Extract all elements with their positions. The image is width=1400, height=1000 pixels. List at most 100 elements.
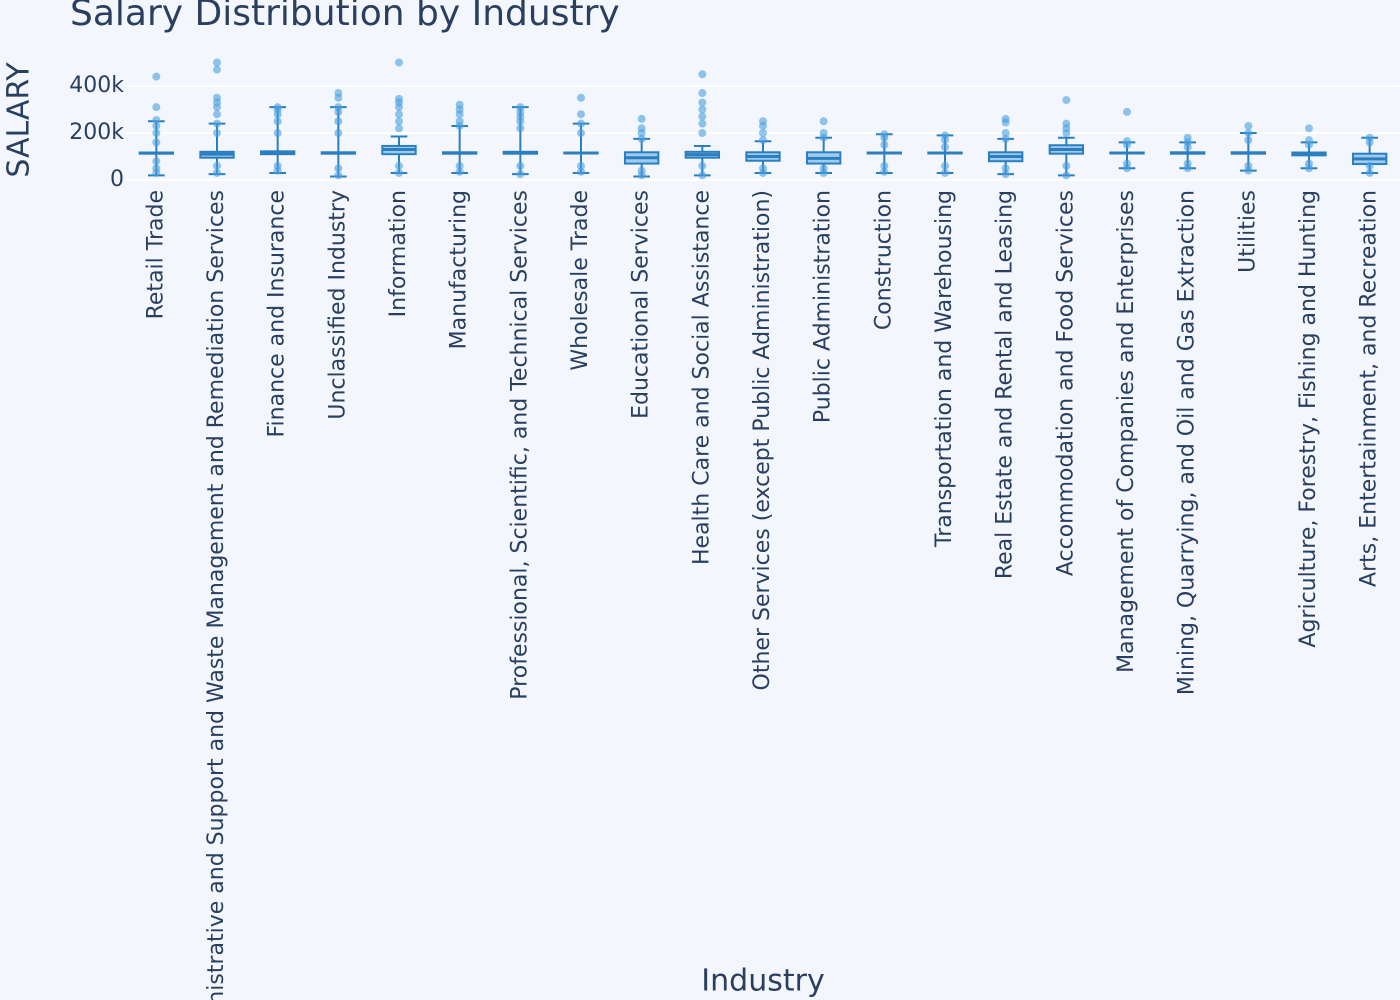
x-tick-label: Agriculture, Forestry, Fishing and Hunti…: [1296, 190, 1321, 648]
point: [1001, 118, 1010, 127]
point: [577, 110, 585, 119]
point: [759, 168, 767, 177]
point: [1305, 124, 1313, 133]
point: [698, 161, 707, 170]
x-tick-label: Unclassified Industry: [325, 190, 350, 420]
point: [1062, 161, 1071, 170]
point: [395, 124, 403, 133]
point: [1001, 129, 1010, 138]
point: [395, 117, 403, 126]
x-tick-label: Utilities: [1235, 190, 1260, 273]
point: [819, 117, 828, 126]
point: [941, 161, 949, 170]
point: [1244, 136, 1253, 145]
point: [213, 58, 221, 67]
point: [880, 133, 889, 142]
y-tick-label: 200k: [69, 120, 124, 145]
point: [213, 103, 221, 112]
point: [880, 167, 889, 176]
point: [1183, 164, 1192, 173]
y-tick-label: 400k: [69, 73, 124, 98]
point: [213, 65, 221, 74]
point: [395, 58, 403, 67]
x-tick-label: Educational Services: [629, 190, 654, 419]
x-tick-label: Real Estate and Rental and Leasing: [993, 190, 1018, 579]
point: [637, 114, 646, 123]
x-axis-title: Industry: [701, 964, 824, 999]
point: [1001, 170, 1010, 179]
point: [273, 117, 282, 126]
point: [213, 161, 221, 170]
point: [577, 129, 585, 138]
point: [152, 121, 161, 130]
point: [577, 119, 585, 128]
point: [334, 117, 343, 126]
x-tick-label: Transportation and Warehousing: [932, 190, 957, 548]
point: [516, 170, 525, 179]
x-tick-label: Management of Companies and Enterprises: [1114, 190, 1139, 673]
point: [577, 93, 585, 102]
point: [1365, 168, 1374, 177]
point: [759, 129, 767, 138]
point: [698, 119, 707, 128]
point: [698, 129, 707, 138]
x-tick-label: Retail Trade: [143, 190, 168, 319]
point: [1365, 138, 1374, 147]
point: [152, 129, 161, 138]
point: [941, 143, 949, 152]
point: [577, 167, 585, 176]
x-tick-label: Wholesale Trade: [568, 190, 593, 371]
point: [395, 168, 403, 177]
point: [455, 121, 464, 130]
x-tick-label: Health Care and Social Assistance: [689, 190, 714, 565]
point: [1123, 164, 1131, 173]
point: [1062, 96, 1071, 105]
point: [1244, 129, 1253, 138]
point: [1001, 164, 1010, 173]
point: [395, 110, 403, 119]
point: [637, 134, 646, 143]
point: [941, 136, 949, 145]
x-tick-label: Manufacturing: [447, 190, 472, 349]
point: [819, 168, 828, 177]
point: [273, 129, 282, 138]
point: [334, 93, 343, 102]
point: [395, 161, 403, 170]
point: [577, 161, 585, 170]
point: [941, 168, 949, 177]
y-axis-title: SALARY: [2, 62, 37, 178]
point: [455, 167, 464, 176]
x-tick-label: Public Administration: [811, 190, 836, 423]
point: [1123, 107, 1131, 116]
point: [880, 140, 889, 149]
point: [152, 72, 161, 81]
point: [334, 107, 343, 116]
point: [334, 129, 343, 138]
point: [273, 166, 282, 175]
point: [698, 70, 707, 79]
x-tick-label: Mining, Quarrying, and Oil and Gas Extra…: [1175, 190, 1200, 695]
point: [1305, 140, 1313, 149]
point: [759, 136, 767, 145]
point: [152, 168, 161, 177]
point: [516, 117, 525, 126]
point: [334, 171, 343, 180]
point: [698, 89, 707, 98]
point: [213, 168, 221, 177]
x-tick-label: Information: [386, 190, 411, 317]
point: [1365, 161, 1374, 170]
point: [152, 138, 161, 147]
point: [1062, 129, 1071, 138]
point: [698, 112, 707, 121]
point: [152, 116, 161, 125]
point: [698, 171, 707, 180]
x-tick-label: Other Services (except Public Administra…: [750, 190, 775, 690]
point: [152, 157, 161, 166]
point: [152, 103, 161, 112]
x-tick-label: Finance and Insurance: [265, 190, 290, 437]
point: [759, 121, 767, 130]
x-tick-label: Construction: [871, 190, 896, 330]
x-tick-label: Arts, Entertainment, and Recreation: [1357, 190, 1382, 587]
point: [516, 124, 525, 133]
x-tick-label: Accommodation and Food Services: [1053, 190, 1078, 576]
